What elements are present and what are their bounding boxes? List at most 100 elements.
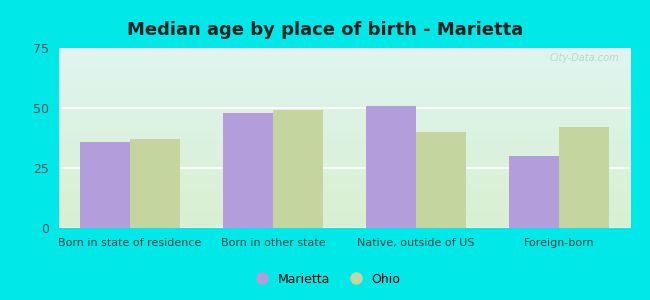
Bar bbox=[58, 49, 630, 50]
Bar bbox=[58, 222, 630, 223]
Bar bbox=[58, 189, 630, 190]
Bar bbox=[58, 225, 630, 226]
Bar bbox=[58, 195, 630, 196]
Bar bbox=[58, 101, 630, 102]
Bar bbox=[58, 76, 630, 77]
Bar bbox=[58, 78, 630, 79]
Bar bbox=[58, 66, 630, 67]
Bar bbox=[58, 114, 630, 115]
Bar bbox=[58, 155, 630, 156]
Bar bbox=[58, 210, 630, 211]
Bar bbox=[58, 143, 630, 144]
Bar bbox=[58, 50, 630, 51]
Bar bbox=[58, 111, 630, 112]
Bar bbox=[58, 226, 630, 227]
Bar bbox=[58, 164, 630, 165]
Bar bbox=[58, 153, 630, 154]
Bar bbox=[58, 121, 630, 122]
Bar bbox=[58, 154, 630, 155]
Bar bbox=[58, 123, 630, 124]
Bar bbox=[58, 220, 630, 221]
Bar bbox=[58, 134, 630, 135]
Bar bbox=[58, 132, 630, 133]
Bar bbox=[58, 116, 630, 117]
Bar bbox=[58, 212, 630, 213]
Bar bbox=[58, 89, 630, 90]
Bar bbox=[58, 107, 630, 108]
Bar bbox=[58, 182, 630, 183]
Bar bbox=[366, 106, 416, 228]
Bar bbox=[58, 56, 630, 57]
Bar bbox=[58, 85, 630, 86]
Bar bbox=[559, 127, 609, 228]
Bar bbox=[58, 160, 630, 161]
Bar bbox=[273, 110, 323, 228]
Bar bbox=[58, 108, 630, 109]
Bar bbox=[58, 73, 630, 74]
Bar bbox=[58, 71, 630, 72]
Bar bbox=[58, 194, 630, 195]
Bar bbox=[58, 171, 630, 172]
Bar bbox=[58, 187, 630, 188]
Bar bbox=[58, 124, 630, 125]
Bar bbox=[58, 150, 630, 151]
Bar bbox=[58, 54, 630, 55]
Bar bbox=[58, 98, 630, 99]
Bar bbox=[58, 99, 630, 100]
Bar bbox=[58, 127, 630, 128]
Bar bbox=[58, 103, 630, 104]
Bar bbox=[58, 157, 630, 158]
Bar bbox=[58, 223, 630, 224]
Bar bbox=[58, 75, 630, 76]
Bar bbox=[58, 218, 630, 219]
Bar bbox=[58, 173, 630, 174]
Bar bbox=[58, 53, 630, 54]
Bar bbox=[58, 72, 630, 73]
Bar bbox=[58, 162, 630, 163]
Bar bbox=[58, 112, 630, 113]
Bar bbox=[58, 217, 630, 218]
Bar bbox=[58, 60, 630, 61]
Bar bbox=[58, 200, 630, 201]
Bar bbox=[58, 95, 630, 96]
Bar bbox=[58, 61, 630, 62]
Bar bbox=[58, 213, 630, 214]
Bar bbox=[58, 130, 630, 131]
Bar bbox=[58, 211, 630, 212]
Bar bbox=[58, 90, 630, 91]
Bar bbox=[58, 214, 630, 215]
Text: City-Data.com: City-Data.com bbox=[549, 53, 619, 63]
Bar bbox=[58, 55, 630, 56]
Bar bbox=[58, 167, 630, 168]
Bar bbox=[58, 86, 630, 87]
Bar bbox=[58, 128, 630, 129]
Bar bbox=[58, 208, 630, 209]
Bar bbox=[58, 227, 630, 228]
Bar bbox=[58, 129, 630, 130]
Bar bbox=[58, 161, 630, 162]
Bar bbox=[58, 177, 630, 178]
Bar bbox=[58, 148, 630, 149]
Bar bbox=[58, 174, 630, 175]
Bar bbox=[58, 151, 630, 152]
Bar bbox=[58, 113, 630, 114]
Bar bbox=[58, 105, 630, 106]
Bar bbox=[58, 58, 630, 59]
Bar bbox=[58, 122, 630, 123]
Bar bbox=[58, 80, 630, 81]
Bar bbox=[58, 65, 630, 66]
Bar bbox=[58, 106, 630, 107]
Bar bbox=[58, 166, 630, 167]
Bar bbox=[58, 84, 630, 85]
Bar bbox=[58, 146, 630, 147]
Bar bbox=[58, 82, 630, 83]
Bar bbox=[58, 81, 630, 82]
Bar bbox=[58, 120, 630, 121]
Bar bbox=[58, 181, 630, 182]
Bar bbox=[58, 138, 630, 139]
Bar bbox=[130, 139, 180, 228]
Bar bbox=[58, 97, 630, 98]
Bar bbox=[58, 135, 630, 136]
Bar bbox=[58, 165, 630, 166]
Bar bbox=[58, 196, 630, 197]
